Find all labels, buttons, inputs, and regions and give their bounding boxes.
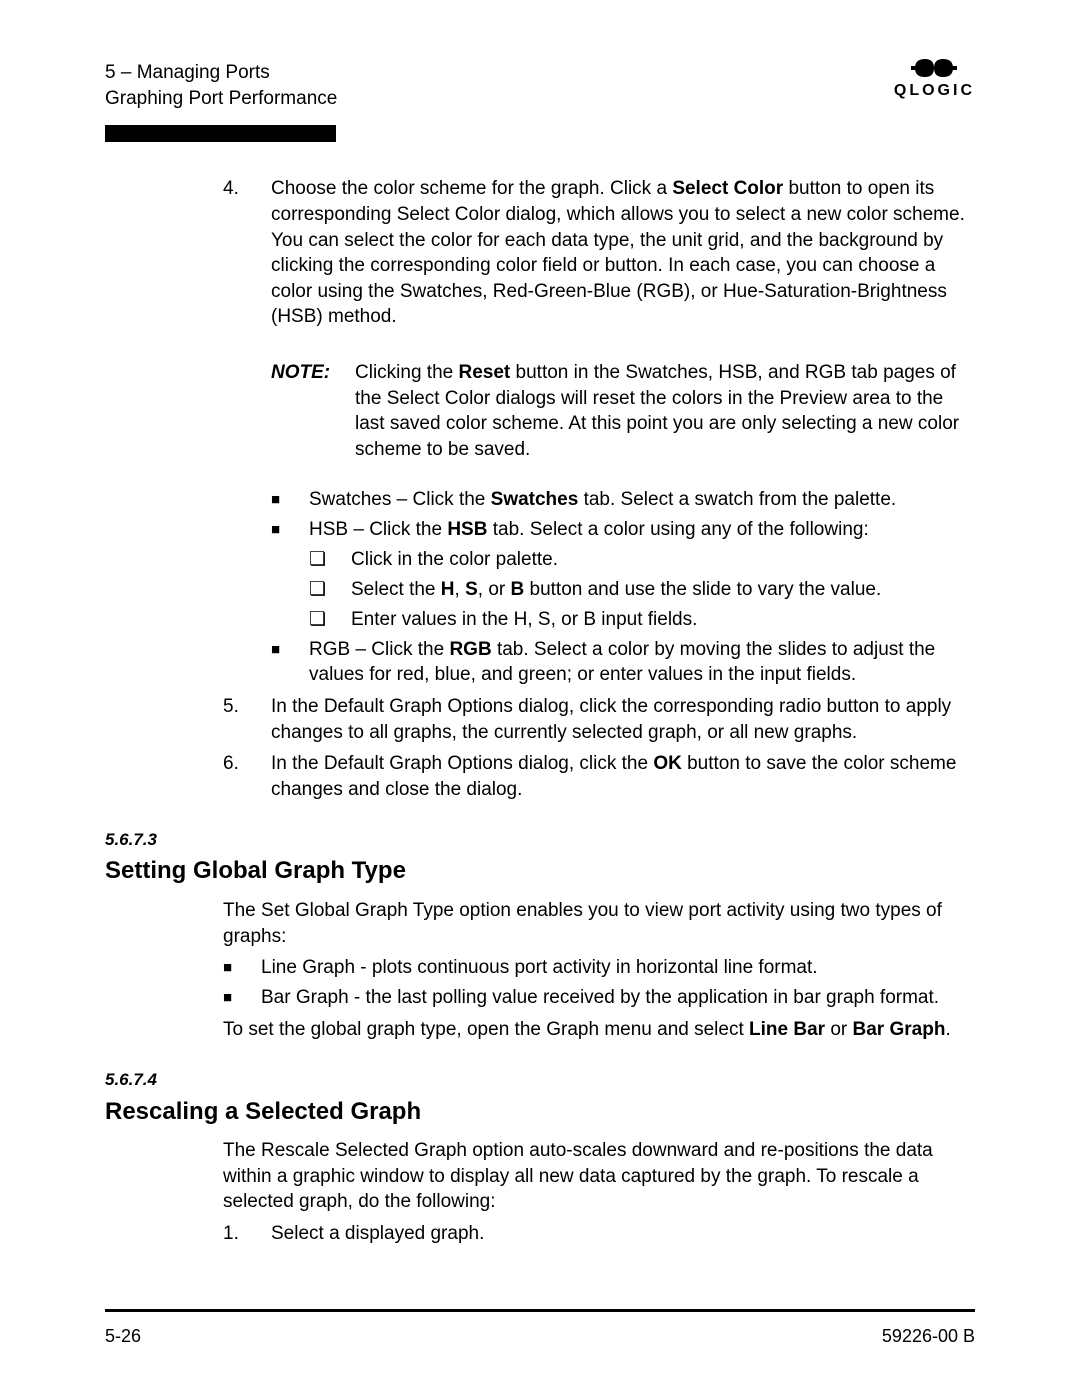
- note-body: Clicking the Reset button in the Swatche…: [355, 360, 975, 463]
- step-4-post: button to open its corresponding Select …: [271, 178, 965, 327]
- note-bold: Reset: [459, 362, 511, 383]
- sec573-b2-text: Bar Graph - the last polling value recei…: [261, 985, 975, 1011]
- step-5-text: In the Default Graph Options dialog, cli…: [271, 694, 975, 745]
- step-4-text: Choose the color scheme for the graph. C…: [271, 176, 975, 330]
- hsb-pre: HSB – Click the: [309, 519, 447, 540]
- bullet-rgb: ■ RGB – Click the RGB tab. Select a colo…: [271, 637, 975, 688]
- hsb-sub2-b: B: [511, 579, 525, 600]
- section-number-5673: 5.6.7.3: [105, 829, 975, 852]
- step-4-bold: Select Color: [672, 178, 783, 199]
- bullet-rgb-text: RGB – Click the RGB tab. Select a color …: [309, 637, 975, 688]
- bullet-hsb-text: HSB – Click the HSB tab. Select a color …: [309, 517, 975, 543]
- hsb-sub2-c2: , or: [478, 579, 511, 600]
- qlogic-icon: [894, 56, 975, 80]
- footer-doc-id: 59226-00 B: [882, 1326, 975, 1347]
- sec573-outro-mid: or: [825, 1019, 852, 1040]
- sec574-intro: The Rescale Selected Graph option auto-s…: [223, 1138, 975, 1215]
- section-number-5674: 5.6.7.4: [105, 1069, 975, 1092]
- swatches-bold: Swatches: [491, 489, 579, 510]
- section-title-5674: Rescaling a Selected Graph: [105, 1096, 975, 1128]
- step-6-pre: In the Default Graph Options dialog, cli…: [271, 753, 653, 774]
- section-title-5673: Setting Global Graph Type: [105, 855, 975, 887]
- hsb-sub3: ❏ Enter values in the H, S, or B input f…: [309, 607, 975, 633]
- footer-rule: [105, 1309, 975, 1312]
- checkbox-bullet-icon: ❏: [309, 577, 351, 603]
- hsb-sub3-text: Enter values in the H, S, or B input fie…: [351, 607, 975, 633]
- note-block: NOTE: Clicking the Reset button in the S…: [271, 360, 975, 463]
- rgb-bold: RGB: [449, 639, 491, 660]
- bullet-hsb: ■ HSB – Click the HSB tab. Select a colo…: [271, 517, 975, 543]
- square-bullet-icon: ■: [271, 637, 309, 688]
- header-text: 5 – Managing Ports Graphing Port Perform…: [105, 60, 337, 111]
- hsb-post: tab. Select a color using any of the fol…: [487, 519, 868, 540]
- footer-page-number: 5-26: [105, 1326, 141, 1347]
- hsb-sub2-s: S: [465, 579, 478, 600]
- hsb-sub2-c1: ,: [455, 579, 466, 600]
- step-4-number: 4.: [223, 176, 271, 330]
- bullet-swatches: ■ Swatches – Click the Swatches tab. Sel…: [271, 487, 975, 513]
- sec573-outro-pre: To set the global graph type, open the G…: [223, 1019, 749, 1040]
- section-5674-body: The Rescale Selected Graph option auto-s…: [223, 1138, 975, 1247]
- section-5673-body: The Set Global Graph Type option enables…: [223, 898, 975, 1043]
- swatches-post: tab. Select a swatch from the palette.: [578, 489, 896, 510]
- hsb-sub1: ❏ Click in the color palette.: [309, 547, 975, 573]
- hsb-sub2-text: Select the H, S, or B button and use the…: [351, 577, 975, 603]
- note-pre: Clicking the: [355, 362, 459, 383]
- page-footer: 5-26 59226-00 B: [105, 1326, 975, 1347]
- hsb-sub1-text: Click in the color palette.: [351, 547, 975, 573]
- sec573-bullet-2: ■ Bar Graph - the last polling value rec…: [223, 985, 975, 1011]
- page-content: 4. Choose the color scheme for the graph…: [105, 176, 975, 1246]
- sec573-outro-b1: Line Bar: [749, 1019, 825, 1040]
- step-4-block: 4. Choose the color scheme for the graph…: [223, 176, 975, 802]
- hsb-sub2-post: button and use the slide to vary the val…: [524, 579, 881, 600]
- page-header: 5 – Managing Ports Graphing Port Perform…: [105, 60, 975, 111]
- square-bullet-icon: ■: [271, 517, 309, 543]
- step-6-text: In the Default Graph Options dialog, cli…: [271, 751, 975, 802]
- hsb-bold: HSB: [447, 519, 487, 540]
- sec573-intro: The Set Global Graph Type option enables…: [223, 898, 975, 949]
- checkbox-bullet-icon: ❏: [309, 547, 351, 573]
- header-line-2: Graphing Port Performance: [105, 86, 337, 112]
- sec573-outro-b2: Bar Graph: [853, 1019, 946, 1040]
- sec573-outro: To set the global graph type, open the G…: [223, 1017, 975, 1043]
- sec573-outro-post: .: [945, 1019, 950, 1040]
- bullet-swatches-text: Swatches – Click the Swatches tab. Selec…: [309, 487, 975, 513]
- logo: QLOGIC: [894, 56, 975, 100]
- logo-text: QLOGIC: [894, 82, 975, 100]
- square-bullet-icon: ■: [271, 487, 309, 513]
- sec573-bullet-1: ■ Line Graph - plots continuous port act…: [223, 955, 975, 981]
- hsb-sub2: ❏ Select the H, S, or B button and use t…: [309, 577, 975, 603]
- hsb-sub2-pre: Select the: [351, 579, 441, 600]
- hsb-sub2-h: H: [441, 579, 455, 600]
- header-black-bar: [105, 125, 336, 142]
- sec574-step-1-num: 1.: [223, 1221, 271, 1247]
- header-line-1: 5 – Managing Ports: [105, 60, 337, 86]
- sec574-step-1-text: Select a displayed graph.: [271, 1221, 975, 1247]
- sec573-b1-text: Line Graph - plots continuous port activ…: [261, 955, 975, 981]
- step-5-number: 5.: [223, 694, 271, 745]
- rgb-pre: RGB – Click the: [309, 639, 449, 660]
- step-4-pre: Choose the color scheme for the graph. C…: [271, 178, 672, 199]
- checkbox-bullet-icon: ❏: [309, 607, 351, 633]
- step-6-bold: OK: [653, 753, 682, 774]
- step-6-number: 6.: [223, 751, 271, 802]
- square-bullet-icon: ■: [223, 955, 261, 981]
- note-label: NOTE:: [271, 360, 355, 463]
- swatches-pre: Swatches – Click the: [309, 489, 491, 510]
- square-bullet-icon: ■: [223, 985, 261, 1011]
